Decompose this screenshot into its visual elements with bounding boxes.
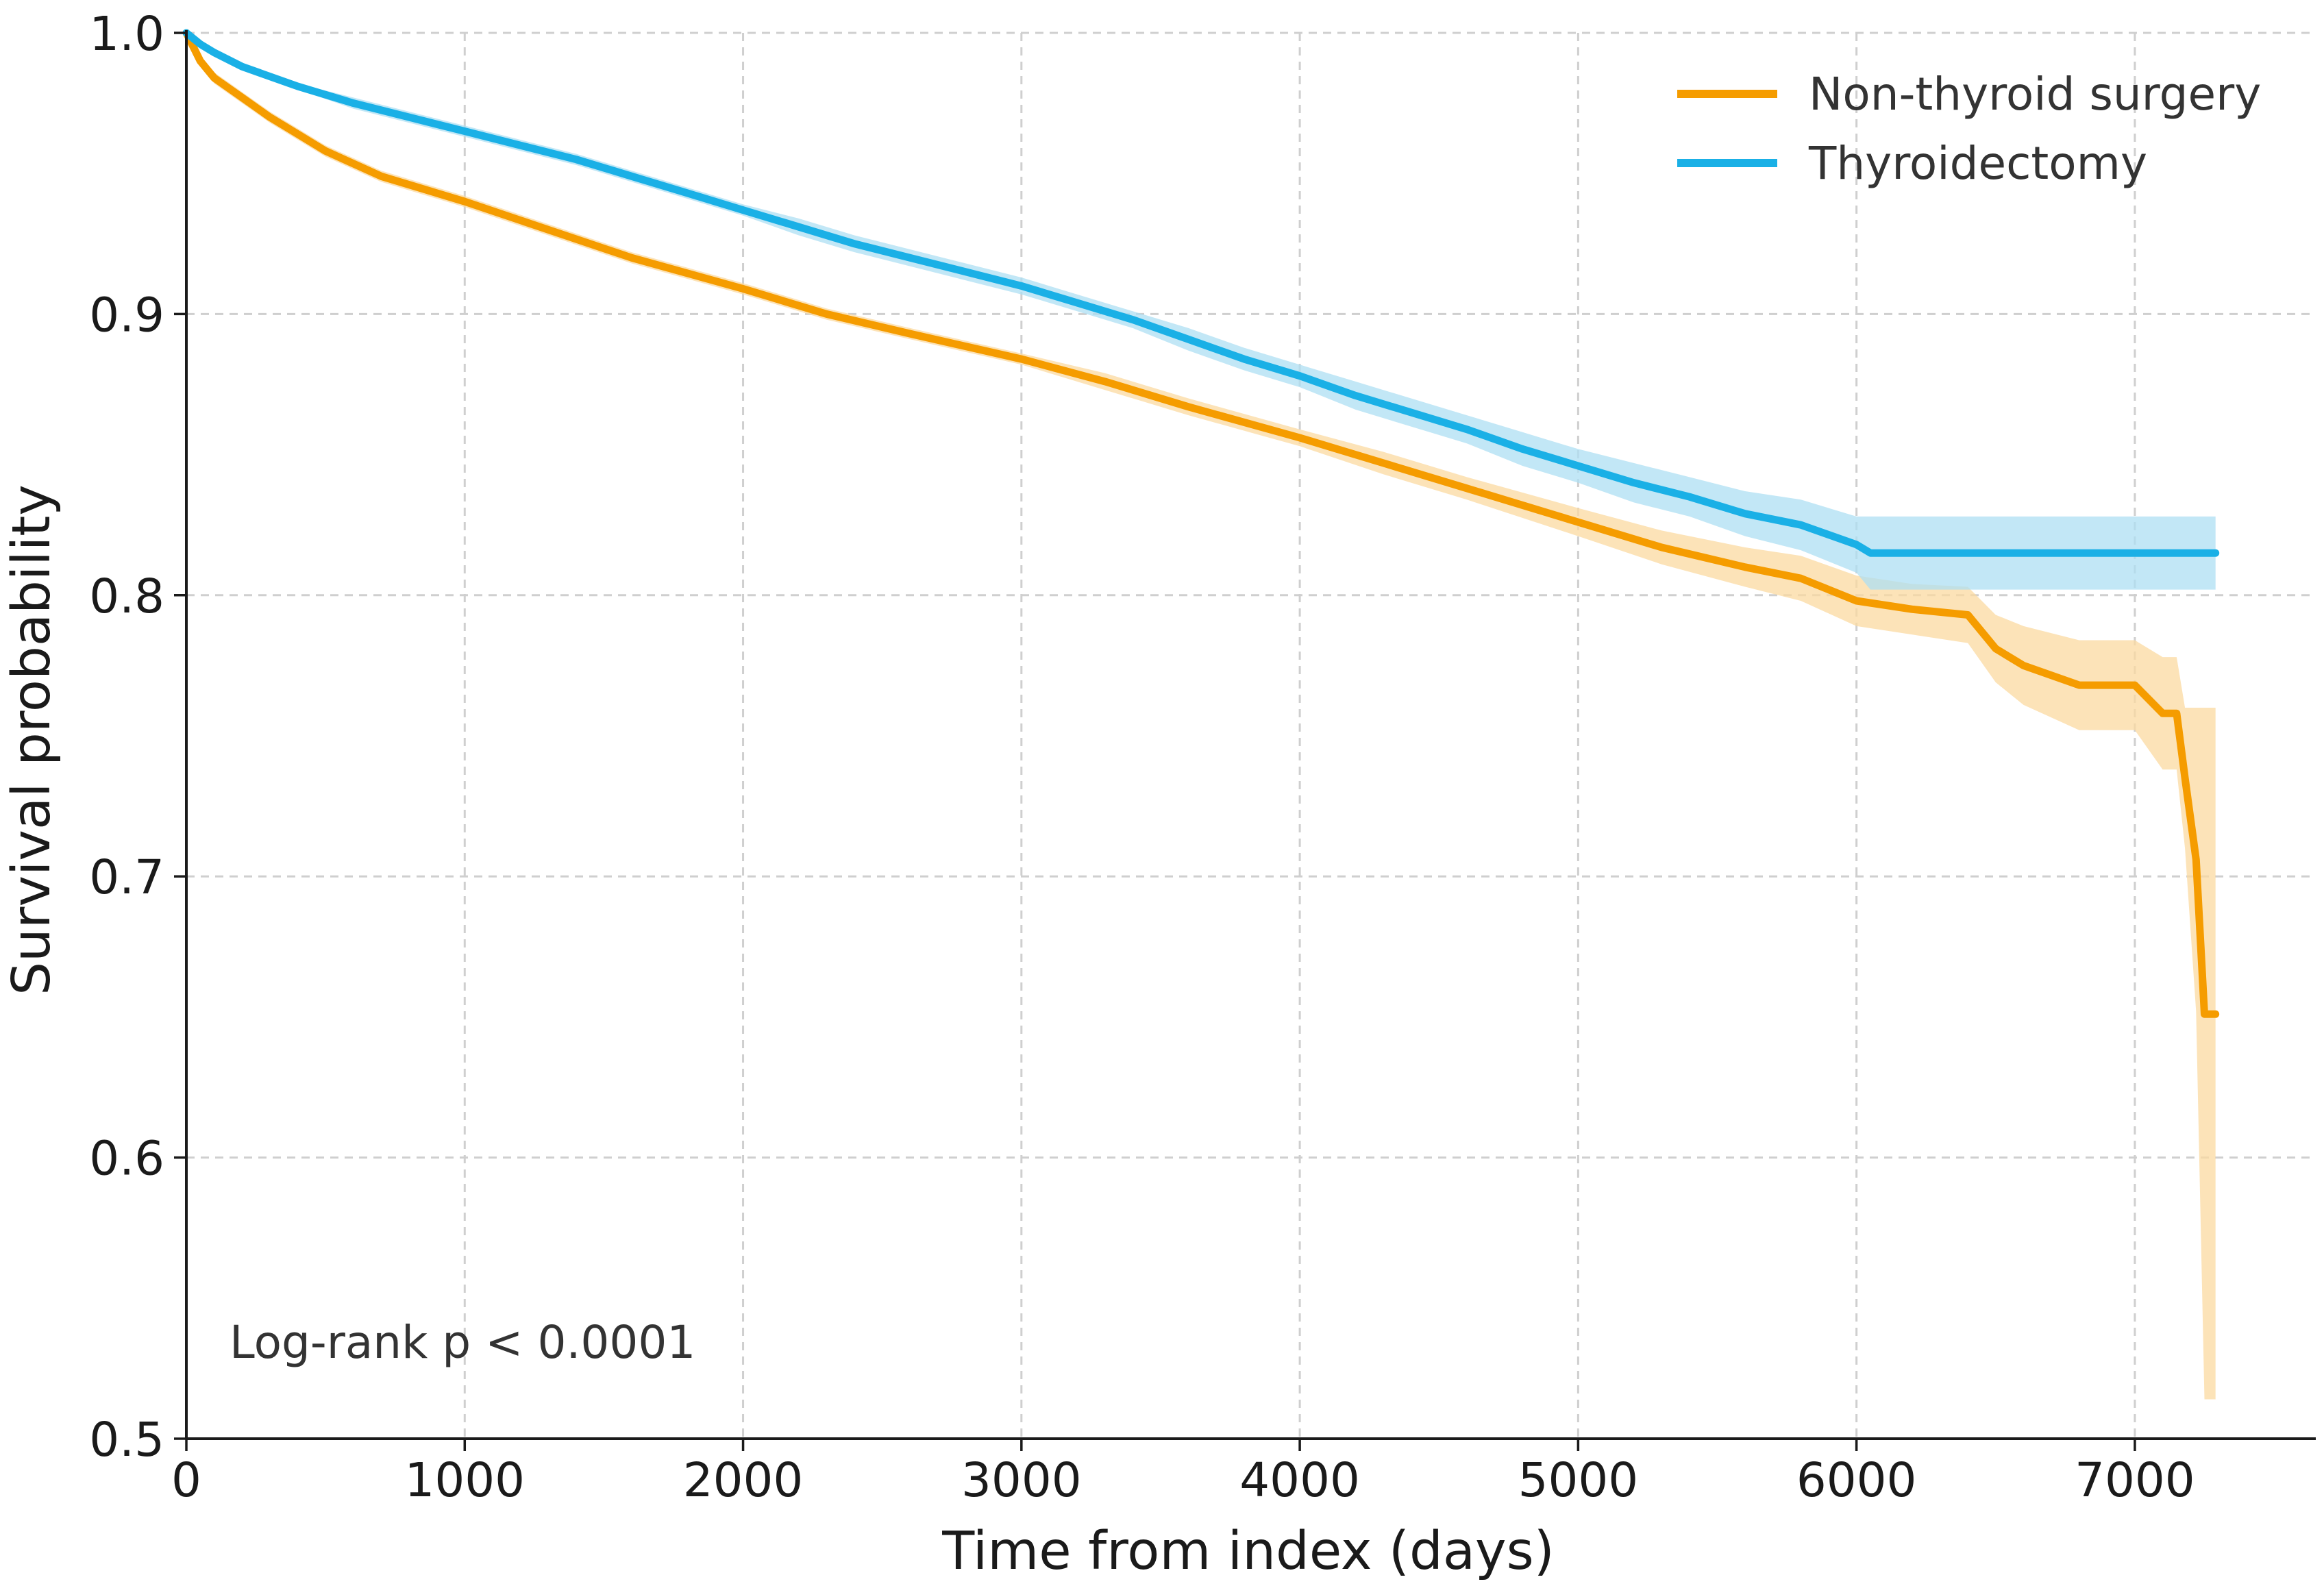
survival-line-non-thyroid-surgery [182,29,2220,1018]
y-tick-label: 0.7 [89,850,164,905]
x-tick-label: 0 [171,1453,201,1508]
x-tick-label: 1000 [404,1453,525,1508]
grid-layer [186,32,2316,1439]
x-tick-label: 4000 [1239,1453,1360,1508]
x-axis-title: Time from index (days) [941,1521,1555,1582]
ci-band-thyroidectomy [186,33,2216,590]
ticks: 0 1000 2000 3000 4000 5000 6000 7000 0.5 0.6 0.7 0.… [89,7,2195,1508]
x-tick-label: 7000 [2075,1453,2195,1508]
y-axis-title: Survival probability [1,484,62,995]
y-tick-label: 0.8 [89,569,164,624]
y-tick-label: 0.9 [89,288,164,343]
legend-label-non-thyroid: Non-thyroid surgery [1809,68,2261,121]
survival-curves [182,29,2220,1018]
confidence-bands [186,33,2216,1400]
x-tick-label: 3000 [961,1453,1082,1508]
y-tick-label: 0.5 [89,1413,164,1467]
x-tick-label: 6000 [1796,1453,1917,1508]
legend: Non-thyroid surgery Thyroidectomy [1677,68,2261,190]
x-tick-label: 2000 [683,1453,804,1508]
y-tick-label: 1.0 [89,7,164,62]
ci-band-non-thyroid-surgery [186,33,2216,1400]
log-rank-annotation: Log-rank p < 0.0001 [230,1316,695,1369]
y-tick-label: 0.6 [89,1132,164,1187]
survival-line-thyroidectomy [182,29,2220,557]
x-tick-label: 5000 [1518,1453,1639,1508]
axes [185,30,2316,1440]
legend-label-thyroidectomy: Thyroidectomy [1808,137,2147,190]
